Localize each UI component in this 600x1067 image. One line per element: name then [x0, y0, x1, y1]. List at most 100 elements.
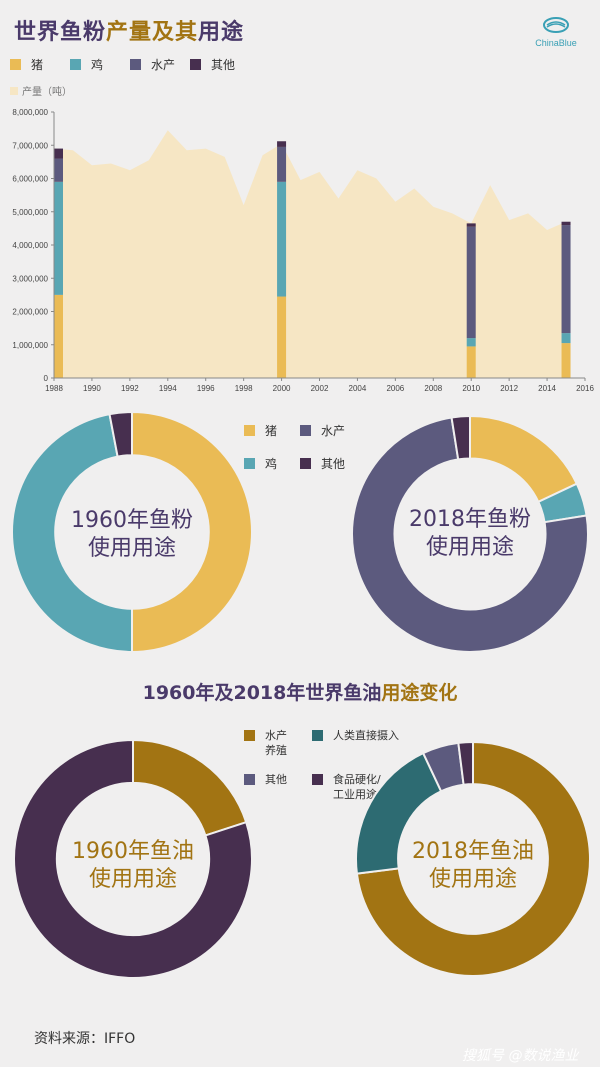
bar-segment-pig-2015: [561, 343, 571, 378]
bar-segment-aqua-1988: [54, 158, 63, 182]
legend-swatch: [300, 458, 311, 469]
legend-item-other: 其他: [190, 56, 235, 73]
bar-segment-other-2015: [561, 221, 571, 226]
production-chart: 0 1,000,000 2,000,000 3,000,000 4,000,000 5,0…: [12, 108, 594, 393]
fishoil-heading-part1: 1960年及2018年世界鱼油: [142, 682, 382, 704]
x-tick-label: 2000: [273, 384, 291, 393]
x-tick-label: 2006: [386, 384, 404, 393]
x-tick-label: 1996: [197, 384, 215, 393]
donut-label-fishoil-1960: 1960年鱼油 使用用途: [14, 838, 252, 894]
y-tick-label: 0: [44, 374, 49, 383]
donut-slice-鸡: [12, 412, 133, 652]
legend-swatch: [244, 458, 255, 469]
y-tick-label: 2,000,000: [12, 308, 48, 317]
donut-slice-食品硬化/工业用途: [457, 742, 474, 786]
y-tick-label: 5,000,000: [12, 208, 48, 217]
bar-segment-other-2000: [277, 141, 287, 147]
x-tick-label: 1992: [121, 384, 139, 393]
donut-label-line: 使用用途: [88, 867, 177, 892]
legend-label: 养殖: [265, 744, 287, 757]
legend-label: 其他: [211, 58, 236, 72]
y-tick-label: 7,000,000: [12, 141, 48, 150]
fishoil-heading-part2: 用途变化: [381, 682, 458, 704]
logo-text: ChinaBlue: [535, 38, 577, 48]
x-tick-label: 1994: [159, 384, 177, 393]
donut-slice-猪: [469, 416, 579, 504]
bar-segment-aqua-2010: [466, 226, 476, 339]
x-tick-label: 2010: [462, 384, 480, 393]
x-tick-label: 2016: [576, 384, 594, 393]
legend-swatch: [312, 730, 323, 741]
legend-item-chicken: 鸡: [70, 56, 130, 73]
legend-swatch: [10, 86, 18, 95]
bar-segment-aqua-2015: [561, 225, 571, 334]
fishoil-legend: 水产养殖 人类直接摄入 其他 食品硬化/工业用途: [244, 728, 424, 802]
legend-swatch: [130, 59, 141, 70]
donut-fishoil-1960: [14, 740, 252, 978]
donut-fishmeal-1960: [12, 412, 252, 652]
x-tick-label: 2002: [311, 384, 329, 393]
bar-segment-other-2010: [466, 223, 476, 227]
legend-label: 产量（吨）: [22, 87, 72, 98]
legend-label: 水产: [151, 58, 176, 72]
legend-label: 其他: [265, 773, 287, 786]
donut-label-line: 2018年鱼油: [412, 839, 534, 864]
legend-swatch: [190, 59, 201, 70]
legend-item-human: 人类直接摄入: [312, 728, 399, 743]
donut-label-fishmeal-2018: 2018年鱼粉 使用用途: [352, 506, 588, 562]
legend-item-pig: 猪: [10, 56, 70, 73]
fishoil-heading: 1960年及2018年世界鱼油用途变化: [0, 678, 600, 705]
legend-label: 猪: [31, 58, 44, 72]
legend-item-aquaculture: 水产 养殖: [244, 728, 312, 758]
donut-label-line: 2018年鱼粉: [409, 507, 531, 532]
bar-segment-other-1988: [54, 148, 63, 159]
legend-swatch: [300, 425, 311, 436]
donut-slice-水产: [352, 416, 588, 652]
legend-item-chicken: 鸡: [244, 455, 300, 472]
legend-label: 其他: [321, 457, 346, 471]
donut-label-line: 1960年鱼油: [72, 839, 194, 864]
donut-label-line: 使用用途: [428, 867, 517, 892]
legend-swatch: [70, 59, 81, 70]
bar-segment-chicken-2000: [277, 181, 287, 297]
bar-segment-chicken-2015: [561, 333, 571, 344]
legend-label: 鸡: [265, 457, 278, 471]
y-tick-label: 8,000,000: [12, 108, 48, 117]
donut-fishoil-2018: [356, 742, 590, 976]
donut-slice-食品硬化/工业用途: [14, 740, 252, 978]
legend-swatch: [10, 59, 21, 70]
legend-swatch: [244, 730, 255, 741]
legend-label: 食品硬化/: [333, 773, 381, 786]
donut-slice-猪: [131, 412, 252, 652]
legend-swatch: [312, 774, 323, 785]
legend-swatch: [244, 425, 255, 436]
x-tick-label: 1988: [45, 384, 63, 393]
legend-item-pig: 猪: [244, 422, 300, 439]
legend-item-production: 产量（吨）: [10, 83, 72, 98]
legend-label: 水产: [265, 729, 287, 742]
chinablue-logo: ChinaBlue: [528, 16, 584, 48]
y-tick-label: 3,000,000: [12, 274, 48, 283]
y-tick-label: 4,000,000: [12, 241, 48, 250]
bar-segment-pig-2000: [277, 296, 287, 378]
source-note: 资料来源：IFFO: [34, 1031, 136, 1047]
donut-slice-水产养殖: [132, 740, 248, 837]
x-tick-label: 2014: [538, 384, 556, 393]
production-area: [54, 130, 567, 378]
x-tick-label: 1998: [235, 384, 253, 393]
y-tick-label: 1,000,000: [12, 341, 48, 350]
y-tick-label: 6,000,000: [12, 175, 48, 184]
donut-label-fishoil-2018: 2018年鱼油 使用用途: [356, 838, 590, 894]
x-tick-label: 2008: [424, 384, 442, 393]
fish-logo-icon: [543, 17, 569, 33]
watermark: 搜狐号 @数说渔业: [462, 1048, 579, 1064]
bar-segment-chicken-1988: [54, 181, 63, 295]
donut-label-fishmeal-1960: 1960年鱼粉 使用用途: [12, 507, 252, 563]
legend-item-food-industrial: 食品硬化/工业用途: [312, 772, 381, 802]
x-tick-label: 2004: [349, 384, 367, 393]
legend-label: 水产: [321, 424, 346, 438]
title-part-3: 用途: [198, 20, 245, 45]
fishmeal-legend: 猪 水产 鸡 其他: [244, 422, 364, 472]
donut-slice-其他: [108, 412, 133, 458]
bar-segment-chicken-2010: [466, 338, 476, 347]
